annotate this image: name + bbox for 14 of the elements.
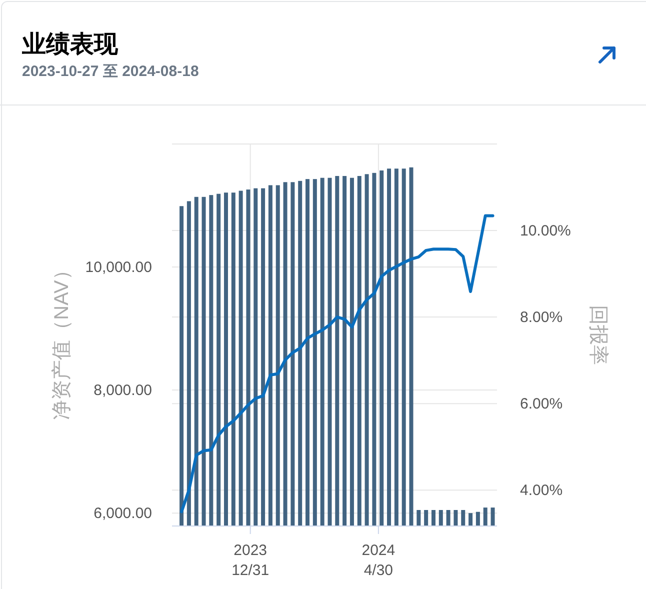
- y-axis-title: 净资产值（NAV）: [51, 260, 73, 420]
- line-series: [180, 214, 494, 514]
- chart-subtitle: 2023-10-27 至 2024-08-18: [22, 63, 199, 80]
- y2-tick-label: 4.00%: [520, 482, 563, 500]
- x-tick-label: 2024 4/30: [362, 542, 396, 579]
- y-tick-label: 6,000.00: [94, 505, 152, 522]
- y2-tick-label: 8.00%: [520, 309, 563, 326]
- y2-tick-label: 6.00%: [520, 396, 563, 413]
- y-tick-label: 8,000.00: [94, 382, 152, 400]
- y2-axis-title: 回报率: [587, 305, 609, 365]
- chart-title: 业绩表现: [21, 31, 119, 58]
- y-tick-label: 10,000.00: [85, 259, 152, 276]
- x-tick-label: 2023 12/31: [232, 542, 270, 579]
- y2-tick-label: 10.00%: [520, 222, 571, 240]
